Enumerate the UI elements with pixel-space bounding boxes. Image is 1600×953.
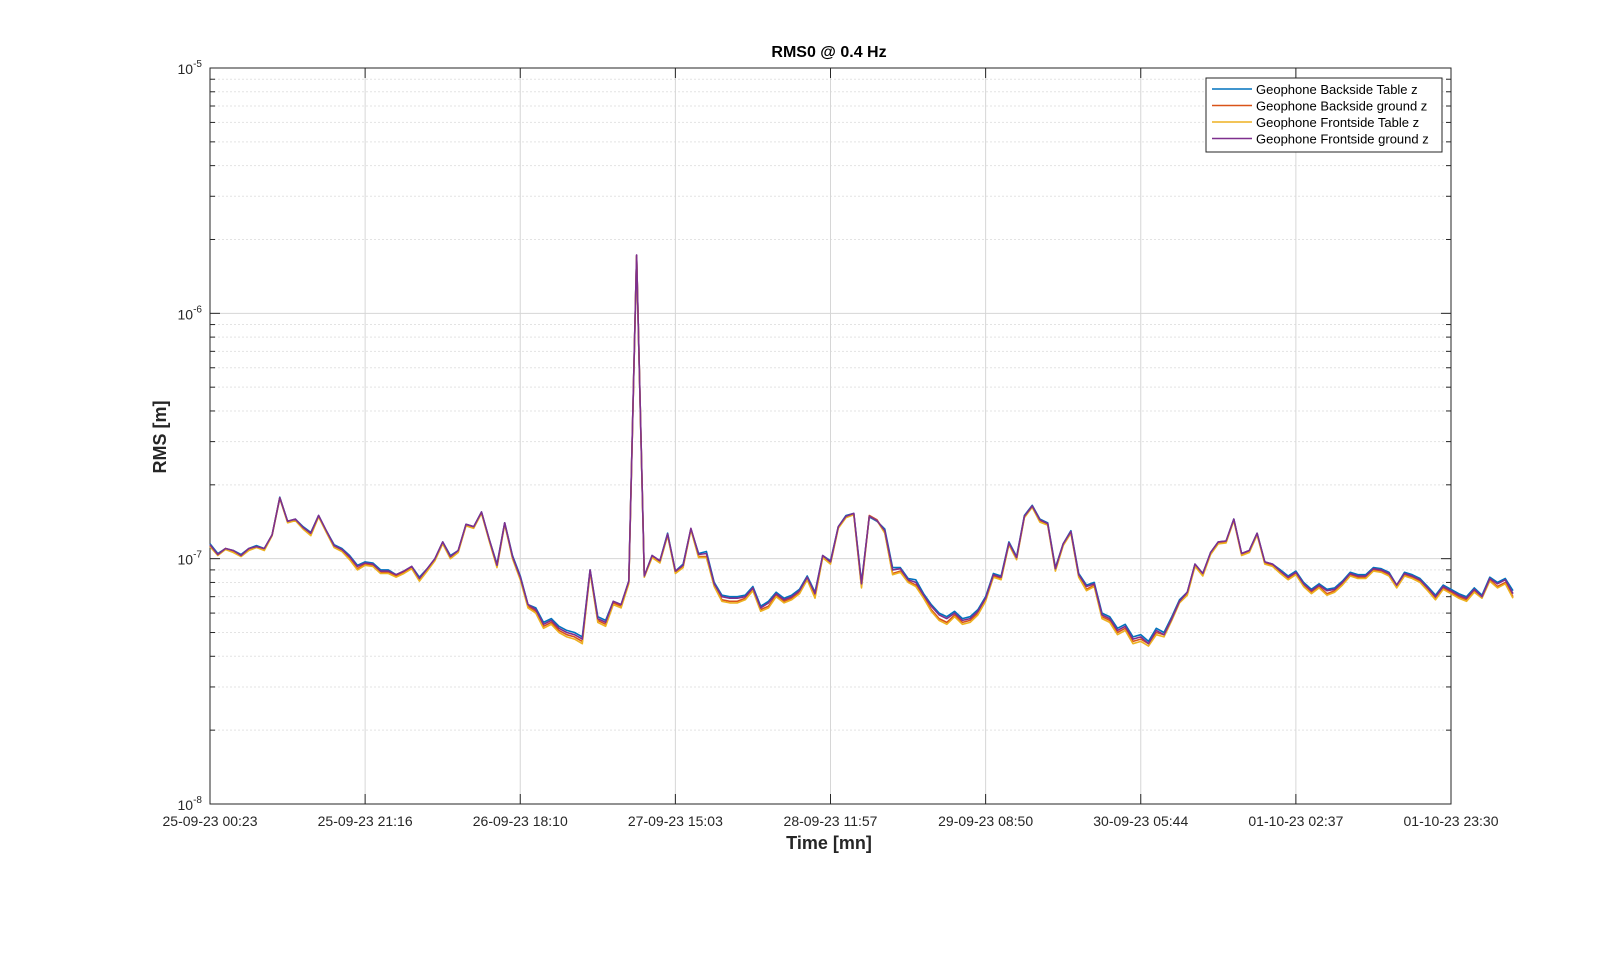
x-tick-label: 27-09-23 15:03 <box>628 813 723 829</box>
legend-label: Geophone Frontside ground z <box>1256 132 1429 147</box>
x-axis-label: Time [mn] <box>786 833 872 853</box>
y-tick-label: 10-7 <box>178 550 203 568</box>
x-tick-label: 28-09-23 11:57 <box>784 813 878 829</box>
x-tick-label: 25-09-23 21:16 <box>318 813 413 829</box>
axis-ticks <box>209 67 1452 805</box>
x-tick-label: 01-10-23 23:30 <box>1404 813 1499 829</box>
y-axis-label: RMS [m] <box>150 401 170 474</box>
legend-label: Geophone Backside ground z <box>1256 99 1427 114</box>
grid <box>210 68 1451 804</box>
x-tick-label: 29-09-23 08:50 <box>938 813 1033 829</box>
legend: Geophone Backside Table z Geophone Backsi… <box>1205 77 1443 153</box>
chart-title: RMS0 @ 0.4 Hz <box>771 44 886 61</box>
series-lines <box>209 254 1514 647</box>
legend-label: Geophone Backside Table z <box>1256 82 1418 97</box>
x-tick-label: 25-09-23 00:23 <box>163 813 258 829</box>
series-line-geophone-frontside-ground-z <box>209 254 1514 645</box>
y-tick-label: 10-6 <box>178 304 203 322</box>
x-tick-label: 30-09-23 05:44 <box>1093 813 1188 829</box>
tick-labels: 10-8 10-7 10-6 10-5 25-09-23 00:23 25-09-23 2… <box>163 59 1499 829</box>
legend-box <box>1205 77 1443 153</box>
y-tick-label: 10-8 <box>178 795 203 813</box>
series-line-geophone-frontside-table-z <box>209 255 1514 647</box>
y-tick-label: 10-5 <box>178 59 203 77</box>
x-tick-label: 26-09-23 18:10 <box>473 813 568 829</box>
x-tick-label: 01-10-23 02:37 <box>1248 813 1343 829</box>
legend-label: Geophone Frontside Table z <box>1256 115 1419 130</box>
